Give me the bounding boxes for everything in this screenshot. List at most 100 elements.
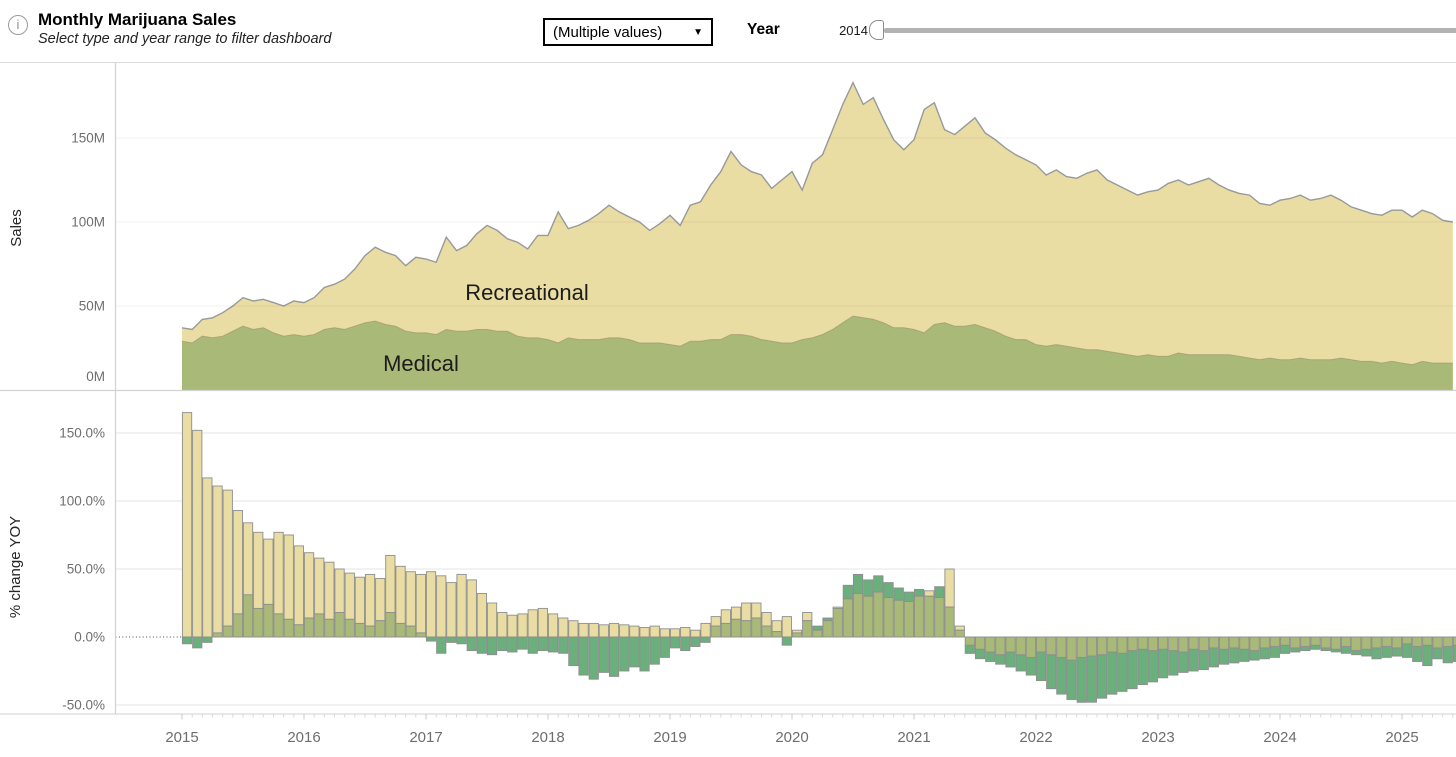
yoy-bar-month-114[interactable]	[1340, 636, 1352, 654]
yoy-bar-month-109[interactable]	[1290, 636, 1301, 653]
yoy-bar-month-84[interactable]	[1035, 636, 1047, 682]
yoy-bar-month-65[interactable]	[842, 584, 853, 638]
yoy-bar-month-120[interactable]	[1401, 636, 1413, 658]
yoy-bar-month-21[interactable]	[395, 565, 406, 638]
yoy-bar-month-20[interactable]	[385, 554, 396, 638]
yoy-bar-month-47[interactable]	[659, 628, 670, 658]
yoy-bar-month-87[interactable]	[1066, 636, 1077, 700]
yoy-bar-month-77[interactable]	[964, 636, 975, 654]
yoy-bar-month-5[interactable]	[232, 510, 243, 638]
yoy-bar-month-124[interactable]	[1442, 636, 1453, 664]
yoy-bar-month-15[interactable]	[334, 568, 345, 638]
yoy-bar-month-22[interactable]	[405, 571, 416, 638]
year-slider-handle[interactable]	[869, 20, 884, 40]
yoy-bar-month-32[interactable]	[507, 614, 518, 653]
yoy-bar-month-56[interactable]	[751, 602, 762, 638]
yoy-bar-month-53[interactable]	[720, 609, 731, 638]
yoy-bar-month-8[interactable]	[263, 538, 274, 638]
yoy-bar-month-91[interactable]	[1107, 636, 1118, 695]
yoy-bar-month-45[interactable]	[639, 627, 650, 672]
yoy-bar-month-52[interactable]	[710, 616, 721, 638]
yoy-bar-month-63[interactable]	[822, 617, 833, 638]
yoy-bar-month-62[interactable]	[812, 625, 823, 638]
yoy-bar-month-37[interactable]	[558, 617, 569, 654]
yoy-bar-month-103[interactable]	[1229, 636, 1240, 664]
yoy-bar-month-75[interactable]	[944, 568, 955, 638]
yoy-bar-month-61[interactable]	[802, 612, 813, 638]
yoy-bar-month-102[interactable]	[1218, 636, 1230, 665]
yoy-bar-month-70[interactable]	[893, 587, 904, 638]
yoy-bar-month-98[interactable]	[1178, 636, 1189, 673]
yoy-bar-month-76[interactable]	[954, 625, 965, 638]
yoy-bar-month-33[interactable]	[517, 613, 528, 650]
yoy-bar-month-51[interactable]	[700, 622, 711, 643]
yoy-bar-month-49[interactable]	[680, 627, 691, 652]
yoy-bar-month-55[interactable]	[741, 602, 752, 638]
yoy-bar-month-10[interactable]	[283, 534, 294, 638]
yoy-bar-month-60[interactable]	[791, 629, 803, 638]
yoy-bar-month-39[interactable]	[578, 622, 589, 676]
yoy-bar-month-58[interactable]	[771, 620, 782, 638]
yoy-bar-month-94[interactable]	[1137, 636, 1148, 686]
yoy-bar-month-57[interactable]	[761, 612, 772, 638]
yoy-bar-month-93[interactable]	[1127, 636, 1138, 690]
yoy-bar-month-100[interactable]	[1198, 636, 1209, 671]
yoy-bar-month-1[interactable]	[192, 429, 203, 649]
yoy-bar-month-29[interactable]	[476, 593, 487, 654]
yoy-bar-month-78[interactable]	[974, 636, 986, 660]
yoy-bar-month-80[interactable]	[995, 636, 1006, 665]
yoy-bar-month-95[interactable]	[1147, 636, 1158, 683]
yoy-bar-month-111[interactable]	[1310, 636, 1321, 650]
yoy-bar-month-123[interactable]	[1432, 636, 1443, 660]
yoy-bar-month-16[interactable]	[344, 572, 355, 638]
yoy-bar-month-88[interactable]	[1076, 636, 1087, 703]
yoy-bar-month-14[interactable]	[324, 561, 335, 638]
yoy-bar-month-6[interactable]	[242, 522, 254, 638]
yoy-bar-month-34[interactable]	[527, 609, 538, 654]
yoy-bar-month-89[interactable]	[1086, 636, 1097, 703]
yoy-bar-month-18[interactable]	[364, 573, 376, 638]
yoy-bar-month-11[interactable]	[293, 545, 304, 638]
yoy-bar-month-106[interactable]	[1259, 636, 1270, 660]
yoy-bar-month-46[interactable]	[649, 625, 660, 665]
yoy-bar-month-64[interactable]	[832, 606, 843, 638]
yoy-bar-month-116[interactable]	[1361, 636, 1372, 657]
yoy-bar-month-125[interactable]	[1452, 636, 1456, 662]
yoy-bar-month-119[interactable]	[1391, 636, 1402, 657]
yoy-bar-month-2[interactable]	[202, 477, 213, 643]
yoy-bar-month-19[interactable]	[375, 578, 386, 638]
yoy-bar-month-4[interactable]	[222, 489, 233, 638]
yoy-bar-month-115[interactable]	[1351, 636, 1362, 656]
yoy-bar-month-86[interactable]	[1056, 636, 1067, 695]
yoy-bar-month-24[interactable]	[425, 571, 437, 642]
yoy-bar-month-31[interactable]	[497, 612, 508, 652]
yoy-bar-month-59[interactable]	[781, 616, 792, 646]
yoy-bar-month-0[interactable]	[181, 412, 193, 645]
yoy-bar-month-108[interactable]	[1279, 636, 1291, 654]
yoy-bar-month-3[interactable]	[212, 485, 223, 638]
yoy-bar-month-36[interactable]	[547, 613, 559, 653]
yoy-bar-month-121[interactable]	[1412, 636, 1423, 662]
yoy-bar-month-44[interactable]	[629, 625, 640, 668]
yoy-bar-month-82[interactable]	[1015, 636, 1026, 672]
yoy-bar-month-23[interactable]	[415, 573, 426, 638]
yoy-bar-month-90[interactable]	[1096, 636, 1108, 699]
info-icon[interactable]: i	[8, 15, 28, 35]
yoy-bar-month-27[interactable]	[456, 573, 467, 645]
recreational-area[interactable]	[182, 82, 1453, 390]
year-slider-track[interactable]	[884, 28, 1456, 33]
yoy-bar-month-85[interactable]	[1046, 636, 1057, 690]
yoy-bar-month-73[interactable]	[924, 590, 935, 638]
yoy-bar-month-12[interactable]	[303, 552, 315, 638]
yoy-bar-month-118[interactable]	[1381, 636, 1392, 658]
yoy-bar-month-74[interactable]	[934, 586, 945, 638]
yoy-bar-month-69[interactable]	[883, 582, 894, 638]
yoy-bar-month-43[interactable]	[619, 624, 630, 672]
medical-area[interactable]	[182, 316, 1453, 390]
yoy-bar-month-25[interactable]	[436, 575, 447, 654]
yoy-bar-month-122[interactable]	[1422, 636, 1433, 667]
yoy-bar-month-117[interactable]	[1371, 636, 1382, 660]
yoy-bar-month-35[interactable]	[537, 607, 548, 652]
yoy-bar-month-66[interactable]	[852, 573, 864, 638]
yoy-bar-month-101[interactable]	[1208, 636, 1219, 668]
